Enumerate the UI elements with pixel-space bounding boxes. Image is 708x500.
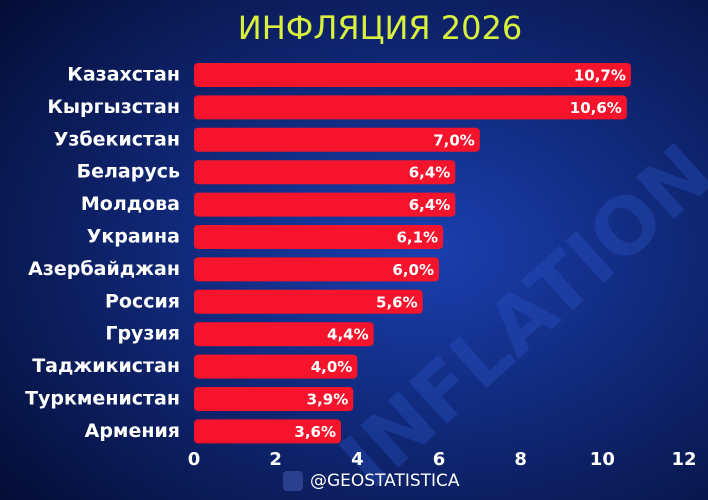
x-tick-label: 6	[433, 449, 446, 470]
x-tick-label: 12	[671, 449, 696, 470]
y-tick-label: Кыргызстан	[47, 96, 180, 118]
value-label: 4,0%	[311, 358, 353, 376]
value-label: 5,6%	[376, 293, 418, 311]
y-tick-label: Украина	[87, 226, 180, 248]
value-label: 10,6%	[570, 99, 622, 117]
y-tick-label: Армения	[85, 420, 180, 442]
footer-icon	[283, 471, 303, 491]
value-label: 3,6%	[294, 423, 336, 441]
value-label: 7,0%	[433, 131, 475, 149]
y-tick-label: Грузия	[105, 323, 180, 345]
bar	[194, 95, 627, 120]
value-label: 6,1%	[396, 229, 438, 247]
value-label: 6,0%	[392, 261, 434, 279]
x-tick-label: 10	[590, 449, 615, 470]
bar	[194, 225, 444, 249]
bar	[194, 127, 480, 152]
bar	[194, 160, 456, 185]
footer: @GEOSTATISTICA	[310, 471, 460, 491]
value-label: 6,4%	[409, 164, 451, 182]
y-tick-label: Таджикистан	[32, 355, 180, 377]
bar	[194, 289, 423, 314]
y-tick-label: Беларусь	[77, 161, 180, 183]
bar	[194, 419, 341, 444]
x-tick-label: 8	[514, 449, 527, 470]
bar	[194, 63, 631, 87]
y-tick-label: Молдова	[81, 193, 180, 215]
value-label: 3,9%	[307, 391, 349, 409]
y-tick-label: Азербайджан	[28, 258, 180, 280]
value-label: 6,4%	[409, 196, 451, 214]
y-tick-label: Россия	[105, 290, 180, 312]
y-tick-label: Туркменистан	[25, 388, 180, 410]
x-tick-label: 0	[188, 449, 201, 470]
chart-title: ИНФЛЯЦИЯ 2026	[238, 9, 522, 47]
x-tick-label: 4	[351, 449, 364, 470]
value-label: 4,4%	[327, 326, 369, 344]
y-tick-label: Казахстан	[67, 64, 180, 86]
bar	[194, 354, 358, 379]
y-tick-label: Узбекистан	[54, 128, 180, 150]
x-tick-label: 2	[269, 449, 282, 470]
bar	[194, 192, 456, 217]
bar	[194, 257, 439, 282]
bar	[194, 322, 374, 347]
bar	[194, 387, 354, 411]
value-label: 10,7%	[574, 67, 626, 85]
